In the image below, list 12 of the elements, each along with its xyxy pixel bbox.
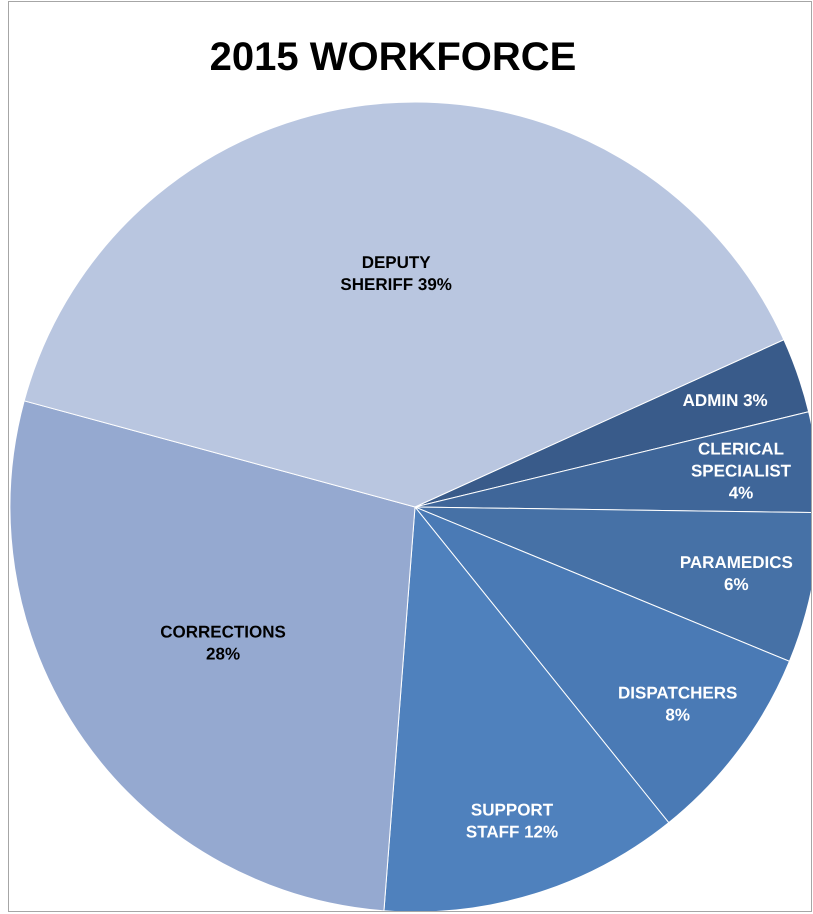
slice-label: SUPPORT STAFF 12% — [466, 800, 558, 842]
slice-label: PARAMEDICS — [680, 552, 793, 572]
slice-label: CORRECTIONS — [160, 622, 286, 642]
chart-title: 2015 WORKFORCE — [210, 35, 576, 79]
slice-label: DEPUTY SHERIFF 39% — [340, 252, 452, 294]
data-label: 8% — [665, 706, 690, 725]
slice-label: ADMIN 3% — [682, 391, 768, 410]
data-label: 28% — [206, 644, 240, 664]
data-label: 4% — [728, 483, 754, 502]
slice-label: CLERICAL SPECIALIST — [690, 439, 792, 480]
data-label: 6% — [724, 574, 749, 594]
slice-label: DISPATCHERS — [618, 684, 738, 703]
